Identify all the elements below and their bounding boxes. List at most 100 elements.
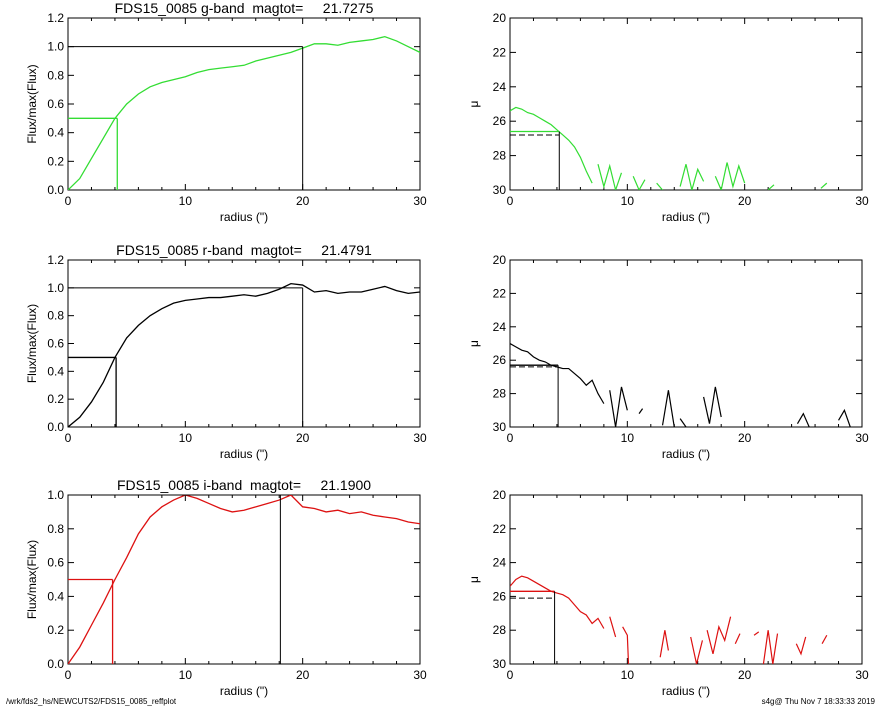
plot-marks	[68, 35, 420, 190]
surface-brightness-segment	[597, 163, 623, 190]
x-tick-label: 20	[738, 668, 752, 682]
surface-brightness-segment	[767, 184, 775, 190]
footer-file-path: /wrk/fds2_hs/NEWCUTS2/FDS15_0085_reffplo…	[6, 697, 177, 706]
plot-marks	[510, 575, 828, 664]
y-tick-label: 0.2	[47, 392, 64, 406]
y-tick-label: 26	[493, 114, 507, 128]
plot-frame	[509, 17, 863, 191]
y-tick-label: 0.4	[47, 126, 64, 140]
surface-brightness-segment	[638, 408, 644, 414]
y-tick-label: 28	[493, 387, 507, 401]
y-tick-label: 0.8	[47, 522, 64, 536]
y-tick-label: 30	[493, 420, 507, 434]
y-tick-label: 28	[493, 623, 507, 637]
x-tick-label: 0	[507, 431, 514, 445]
y-tick-label: 1.2	[47, 253, 64, 267]
x-tick-label: 0	[507, 194, 514, 208]
y-tick-label: 1.0	[47, 40, 64, 54]
panel-title: FDS15_0085 r-band magtot= 21.4791	[116, 242, 372, 258]
surface-brightness-segment	[821, 634, 828, 645]
x-tick-label: 10	[179, 668, 193, 682]
panel-r-flux: 0 10 20 30 0.0 0.2 0.4 0.6 0.8 1.0 1.2 radius (") Fl…	[25, 242, 427, 461]
y-tick-label: 24	[493, 320, 507, 334]
x-tick-label: 0	[65, 431, 72, 445]
y-tick-label: 30	[493, 657, 507, 671]
plot-marks	[68, 282, 420, 427]
y-axis-label: μ	[467, 340, 481, 347]
y-tick-label: 20	[493, 488, 507, 502]
x-axis-label: radius (")	[662, 210, 710, 224]
panel-title: FDS15_0085 g-band magtot= 21.7275	[115, 0, 374, 16]
y-tick-label: 24	[493, 80, 507, 94]
plot-marks	[68, 495, 420, 664]
surface-brightness-segment	[679, 164, 705, 190]
y-axis-label: μ	[467, 576, 481, 583]
surface-brightness-segment	[510, 575, 605, 629]
y-tick-label: 0.8	[47, 68, 64, 82]
y-tick-label: 0.2	[47, 154, 64, 168]
surface-brightness-segment	[703, 386, 722, 424]
y-tick-label: 1.2	[47, 11, 64, 25]
x-axis-label: radius (")	[220, 684, 268, 698]
surface-brightness-segment	[838, 408, 851, 427]
surface-brightness-segment	[609, 386, 628, 427]
x-tick-label: 10	[621, 194, 635, 208]
y-tick-label: 20	[493, 11, 507, 25]
x-tick-label: 30	[413, 194, 427, 208]
plot-frame	[67, 494, 421, 665]
x-axis-label: radius (")	[220, 210, 268, 224]
y-tick-label: 0.8	[47, 309, 64, 323]
x-tick-label: 0	[65, 194, 72, 208]
y-tick-label: 28	[493, 149, 507, 163]
panel-i-mu: 0 10 20 30 20 22 24 26 28 30 radius (") μ	[467, 488, 869, 698]
x-tick-label: 20	[738, 194, 752, 208]
y-tick-label: 0.0	[47, 420, 64, 434]
y-tick-label: 1.0	[47, 281, 64, 295]
panel-i-flux: 0 10 20 30 0.0 0.2 0.4 0.6 0.8 1.0 radius (") Flux/…	[25, 477, 427, 698]
footer-timestamp: s4g@ Thu Nov 7 18:33:33 2019	[761, 697, 875, 706]
x-axis-label: radius (")	[662, 684, 710, 698]
plot-marks	[510, 106, 828, 190]
y-tick-label: 0.4	[47, 364, 64, 378]
y-tick-label: 26	[493, 353, 507, 367]
surface-brightness-segment	[510, 106, 593, 184]
surface-brightness-segment	[796, 412, 810, 427]
x-tick-label: 30	[855, 194, 869, 208]
y-axis-label: Flux/max(Flux)	[25, 64, 39, 143]
x-tick-label: 20	[738, 431, 752, 445]
surface-brightness-segment	[622, 626, 630, 664]
surface-brightness-segment	[714, 162, 746, 190]
surface-brightness-segment	[762, 630, 779, 664]
surface-brightness-segment	[661, 390, 675, 427]
growth-curve-line	[68, 35, 420, 190]
y-tick-label: 22	[493, 522, 507, 536]
growth-curve-line	[68, 282, 420, 427]
y-tick-label: 20	[493, 253, 507, 267]
panel-r-mu: 0 10 20 30 20 22 24 26 28 30 radius (") μ	[467, 253, 869, 461]
x-tick-label: 10	[621, 668, 635, 682]
y-tick-label: 0.4	[47, 589, 64, 603]
panel-title: FDS15_0085 i-band magtot= 21.1900	[117, 477, 371, 493]
y-tick-label: 0.0	[47, 657, 64, 671]
surface-brightness-segment	[510, 342, 605, 404]
x-tick-label: 0	[507, 668, 514, 682]
y-tick-label: 22	[493, 286, 507, 300]
surface-brightness-segment	[656, 182, 663, 190]
surface-brightness-segment	[679, 418, 687, 427]
plot-frame	[509, 259, 863, 428]
y-tick-label: 1.0	[47, 488, 64, 502]
x-tick-label: 0	[65, 668, 72, 682]
surface-brightness-segment	[609, 616, 617, 638]
surface-brightness-segment	[734, 633, 741, 644]
y-axis-label: Flux/max(Flux)	[25, 304, 39, 383]
surface-brightness-segment	[795, 636, 807, 656]
panel-g-mu: 0 10 20 30 20 22 24 26 28 30 radius (") μ	[467, 11, 869, 224]
plot-frame	[67, 17, 421, 191]
x-tick-label: 10	[179, 194, 193, 208]
y-tick-label: 0.6	[47, 97, 64, 111]
plot-frame	[509, 494, 863, 665]
x-axis-label: radius (")	[220, 447, 268, 461]
surface-brightness-segment	[706, 616, 732, 655]
y-axis-label: μ	[467, 100, 481, 107]
